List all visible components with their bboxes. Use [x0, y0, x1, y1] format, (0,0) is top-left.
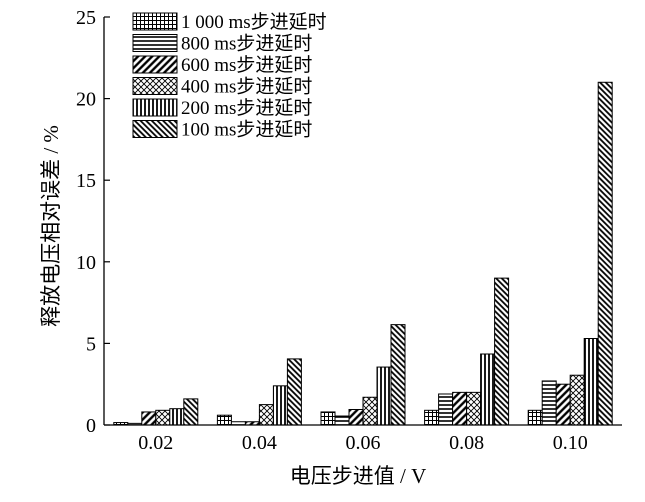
bar-0.08-series-6	[494, 277, 510, 426]
x-tick-label: 0.06	[346, 432, 381, 454]
bar-0.02-series-6	[183, 398, 199, 426]
bar-0.04-series-6	[286, 358, 302, 426]
y-tick-label: 5	[86, 333, 96, 355]
bar-0.02-series-5	[169, 408, 185, 426]
bar-0.04-series-1	[216, 414, 232, 426]
bar-0.06-series-5	[376, 366, 392, 426]
bar-0.10-series-4	[569, 374, 585, 426]
bar-0.10-series-1	[527, 409, 543, 426]
bar-0.08-series-3	[452, 391, 468, 426]
x-tick-label: 0.02	[138, 432, 173, 454]
legend-label: 200 ms步进延时	[181, 97, 312, 119]
bar-0.08-series-5	[480, 353, 496, 426]
bar-0.06-series-2	[334, 415, 350, 426]
bar-0.08-series-1	[424, 409, 440, 426]
x-tick-label: 0.10	[553, 432, 588, 454]
legend-label: 1 000 ms步进延时	[181, 11, 327, 33]
legend-label: 800 ms步进延时	[181, 33, 312, 55]
y-tick-label: 15	[76, 170, 96, 192]
bar-0.06-series-4	[362, 396, 378, 426]
y-tick-label: 10	[76, 252, 96, 274]
bar-0.06-series-3	[348, 408, 364, 426]
bar-0.02-series-3	[141, 411, 157, 426]
legend-swatch	[132, 12, 178, 31]
bar-0.08-series-2	[438, 393, 454, 426]
bar-0.08-series-4	[466, 391, 482, 426]
bar-0.10-series-5	[583, 338, 599, 426]
bar-0.02-series-4	[155, 409, 171, 426]
bar-0.04-series-4	[258, 404, 274, 426]
legend-swatch	[132, 77, 178, 95]
y-tick-label: 25	[76, 7, 96, 29]
y-tick-label: 20	[76, 89, 96, 111]
legend-swatch	[132, 55, 178, 74]
bar-0.10-series-6	[597, 81, 613, 426]
legend-label: 600 ms步进延时	[181, 54, 312, 76]
bar-0.06-series-1	[320, 411, 336, 426]
y-tick-label: 0	[86, 415, 96, 437]
legend-swatch	[132, 120, 178, 138]
bar-0.10-series-2	[541, 380, 557, 426]
x-tick-label: 0.04	[242, 432, 277, 454]
legend-swatch	[132, 98, 178, 117]
legend-label: 100 ms步进延时	[181, 119, 312, 141]
legend-swatch	[132, 34, 178, 52]
axes-layer: 0 5 10 15 20 25 0.02 0.04 0.06 0.08 0.10	[76, 7, 622, 454]
y-axis-title: 释放电压相对误差 / %	[39, 125, 63, 327]
legend-label: 400 ms步进延时	[181, 76, 312, 98]
bar-0.04-series-5	[272, 385, 288, 426]
bars-layer	[113, 81, 613, 426]
bar-0.06-series-6	[390, 324, 406, 426]
x-axis-title: 电压步进值 / V	[290, 464, 427, 488]
bar-0.10-series-3	[555, 383, 571, 426]
x-tick-label: 0.08	[449, 432, 484, 454]
